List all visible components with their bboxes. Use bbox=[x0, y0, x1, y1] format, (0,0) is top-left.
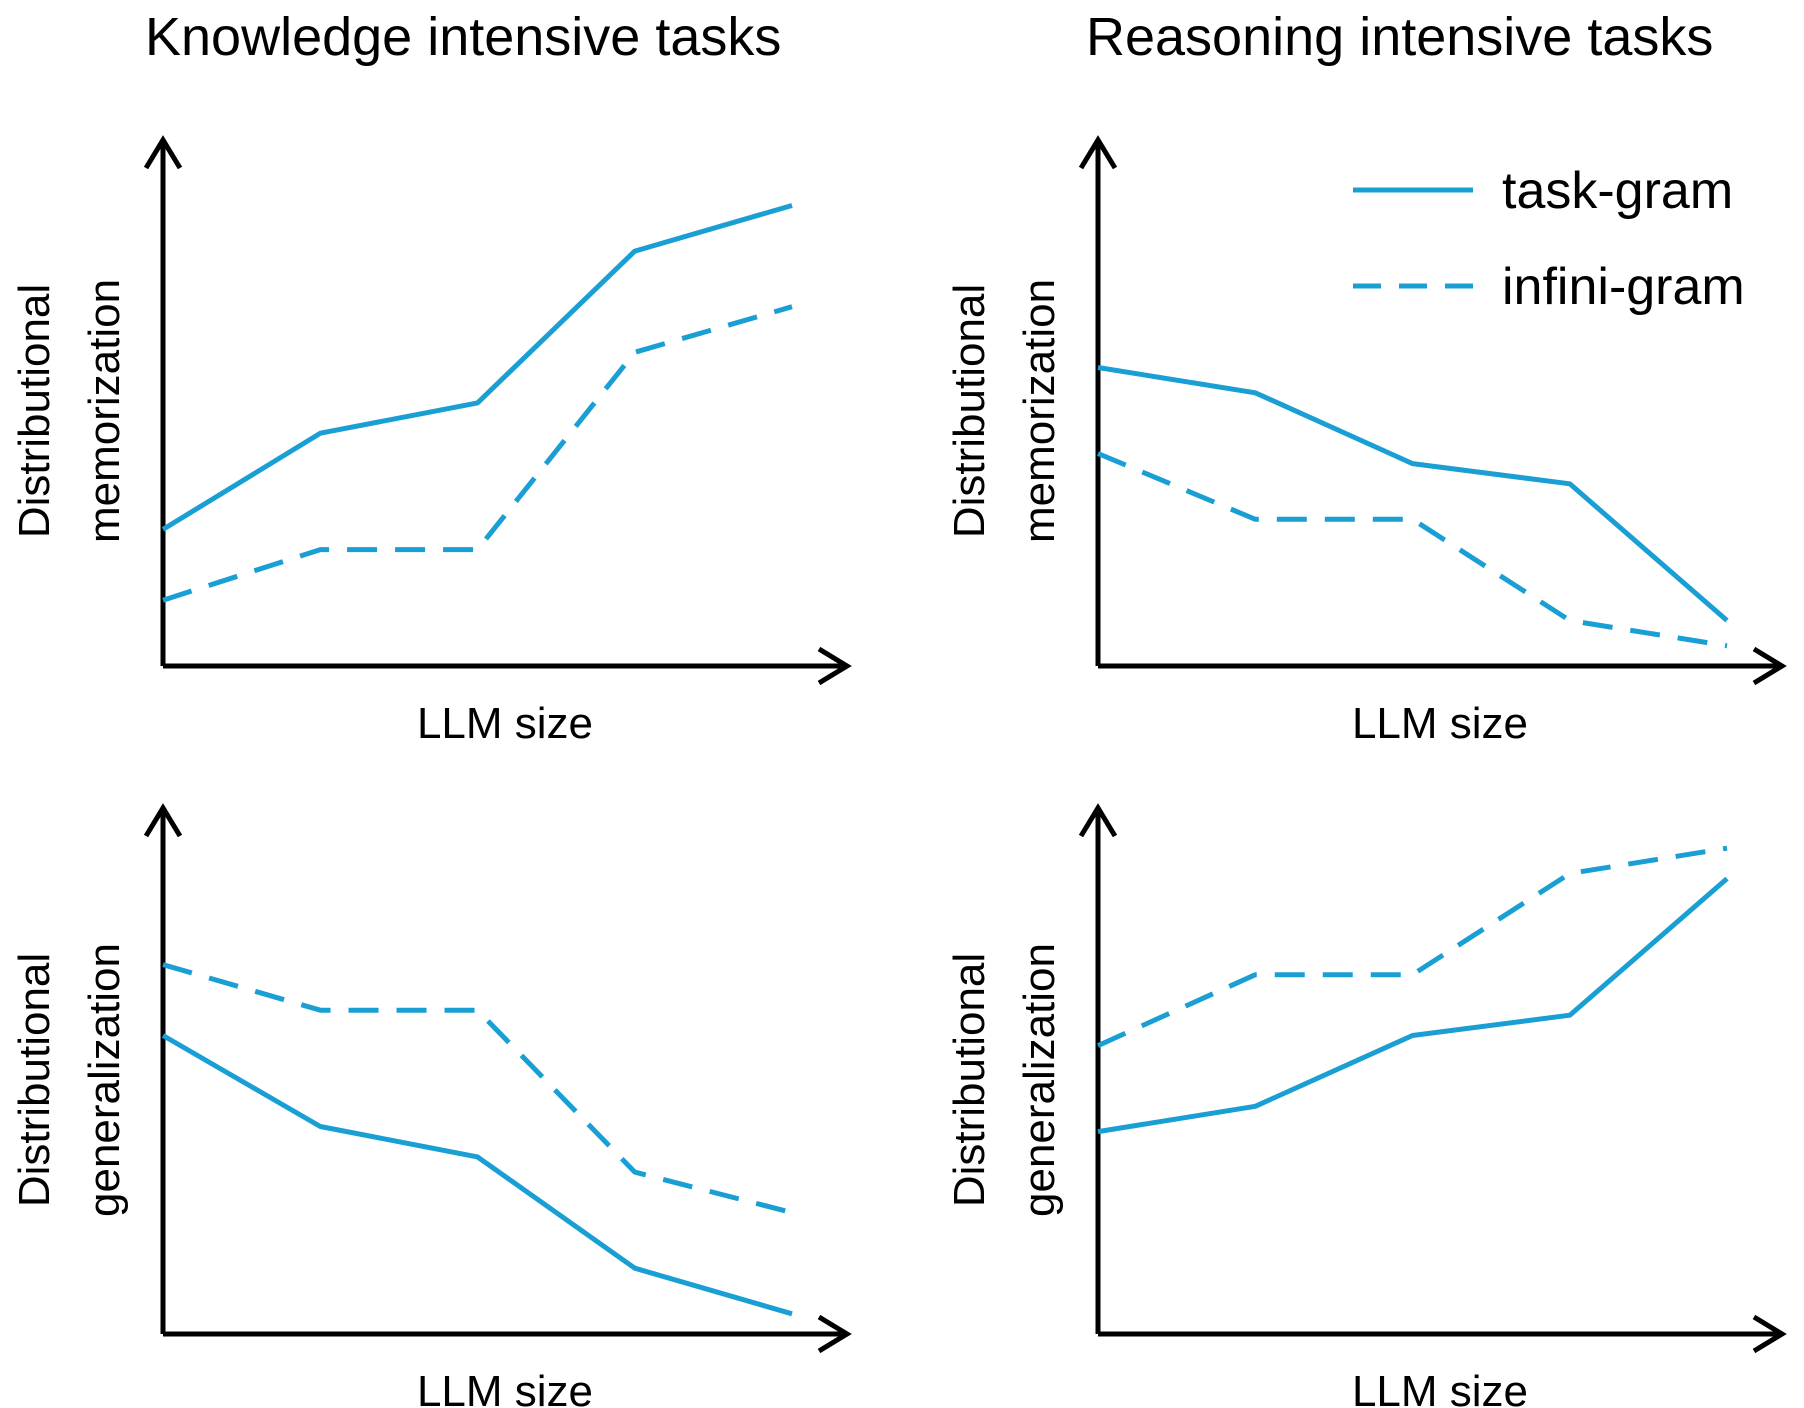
y-axis-label-line-2: generalization bbox=[1015, 943, 1064, 1217]
y-axis-arrowhead bbox=[1078, 135, 1118, 170]
chart-panel-1: LLM size Distributional memorization bbox=[10, 135, 852, 748]
series-line-task-gram bbox=[161, 1033, 793, 1317]
x-axis-label: LLM size bbox=[417, 1367, 593, 1408]
y-axis-arrowhead bbox=[1078, 803, 1118, 838]
y-axis-label-line-1: Distributional bbox=[10, 953, 59, 1207]
x-axis-arrowhead bbox=[817, 646, 852, 686]
x-axis-arrowhead bbox=[1752, 1314, 1787, 1354]
y-axis-arrowhead bbox=[143, 803, 183, 838]
x-axis-label: LLM size bbox=[417, 699, 593, 748]
legend: task-gram infini-gram bbox=[1353, 162, 1745, 316]
series-line-infini-gram bbox=[1096, 845, 1728, 1048]
legend-label-infini-gram: infini-gram bbox=[1502, 258, 1745, 316]
column-title-knowledge: Knowledge intensive tasks bbox=[145, 7, 782, 67]
series-line-infini-gram bbox=[1097, 451, 1728, 649]
y-axis-label-line-1: Distributional bbox=[945, 284, 994, 538]
x-axis-arrowhead bbox=[1752, 646, 1787, 686]
x-axis-label: LLM size bbox=[1352, 699, 1528, 748]
y-axis-label-line-2: memorization bbox=[80, 279, 129, 543]
y-axis-label-line-1: Distributional bbox=[945, 953, 994, 1207]
series-line-task-gram bbox=[1097, 876, 1729, 1135]
y-axis-label-line-2: generalization bbox=[80, 943, 129, 1217]
series-line-task-gram bbox=[1097, 365, 1729, 623]
x-axis-arrowhead bbox=[817, 1314, 852, 1354]
chart-panel-2: LLM size Distributional memorization task-g… bbox=[945, 135, 1787, 748]
chart-panel-3: LLM size Distributional generalization bbox=[10, 803, 852, 1408]
chart-panel-4: LLM size Distributional generalization bbox=[945, 803, 1787, 1408]
series-line-infini-gram bbox=[162, 962, 793, 1216]
series-line-infini-gram bbox=[162, 304, 793, 603]
y-axis-label-line-1: Distributional bbox=[10, 284, 59, 538]
series-line-task-gram bbox=[161, 203, 793, 532]
legend-label-task-gram: task-gram bbox=[1502, 162, 1733, 220]
column-title-reasoning: Reasoning intensive tasks bbox=[1086, 7, 1714, 67]
y-axis-label-line-2: memorization bbox=[1015, 279, 1064, 543]
x-axis-label: LLM size bbox=[1352, 1367, 1528, 1408]
y-axis-arrowhead bbox=[143, 135, 183, 170]
